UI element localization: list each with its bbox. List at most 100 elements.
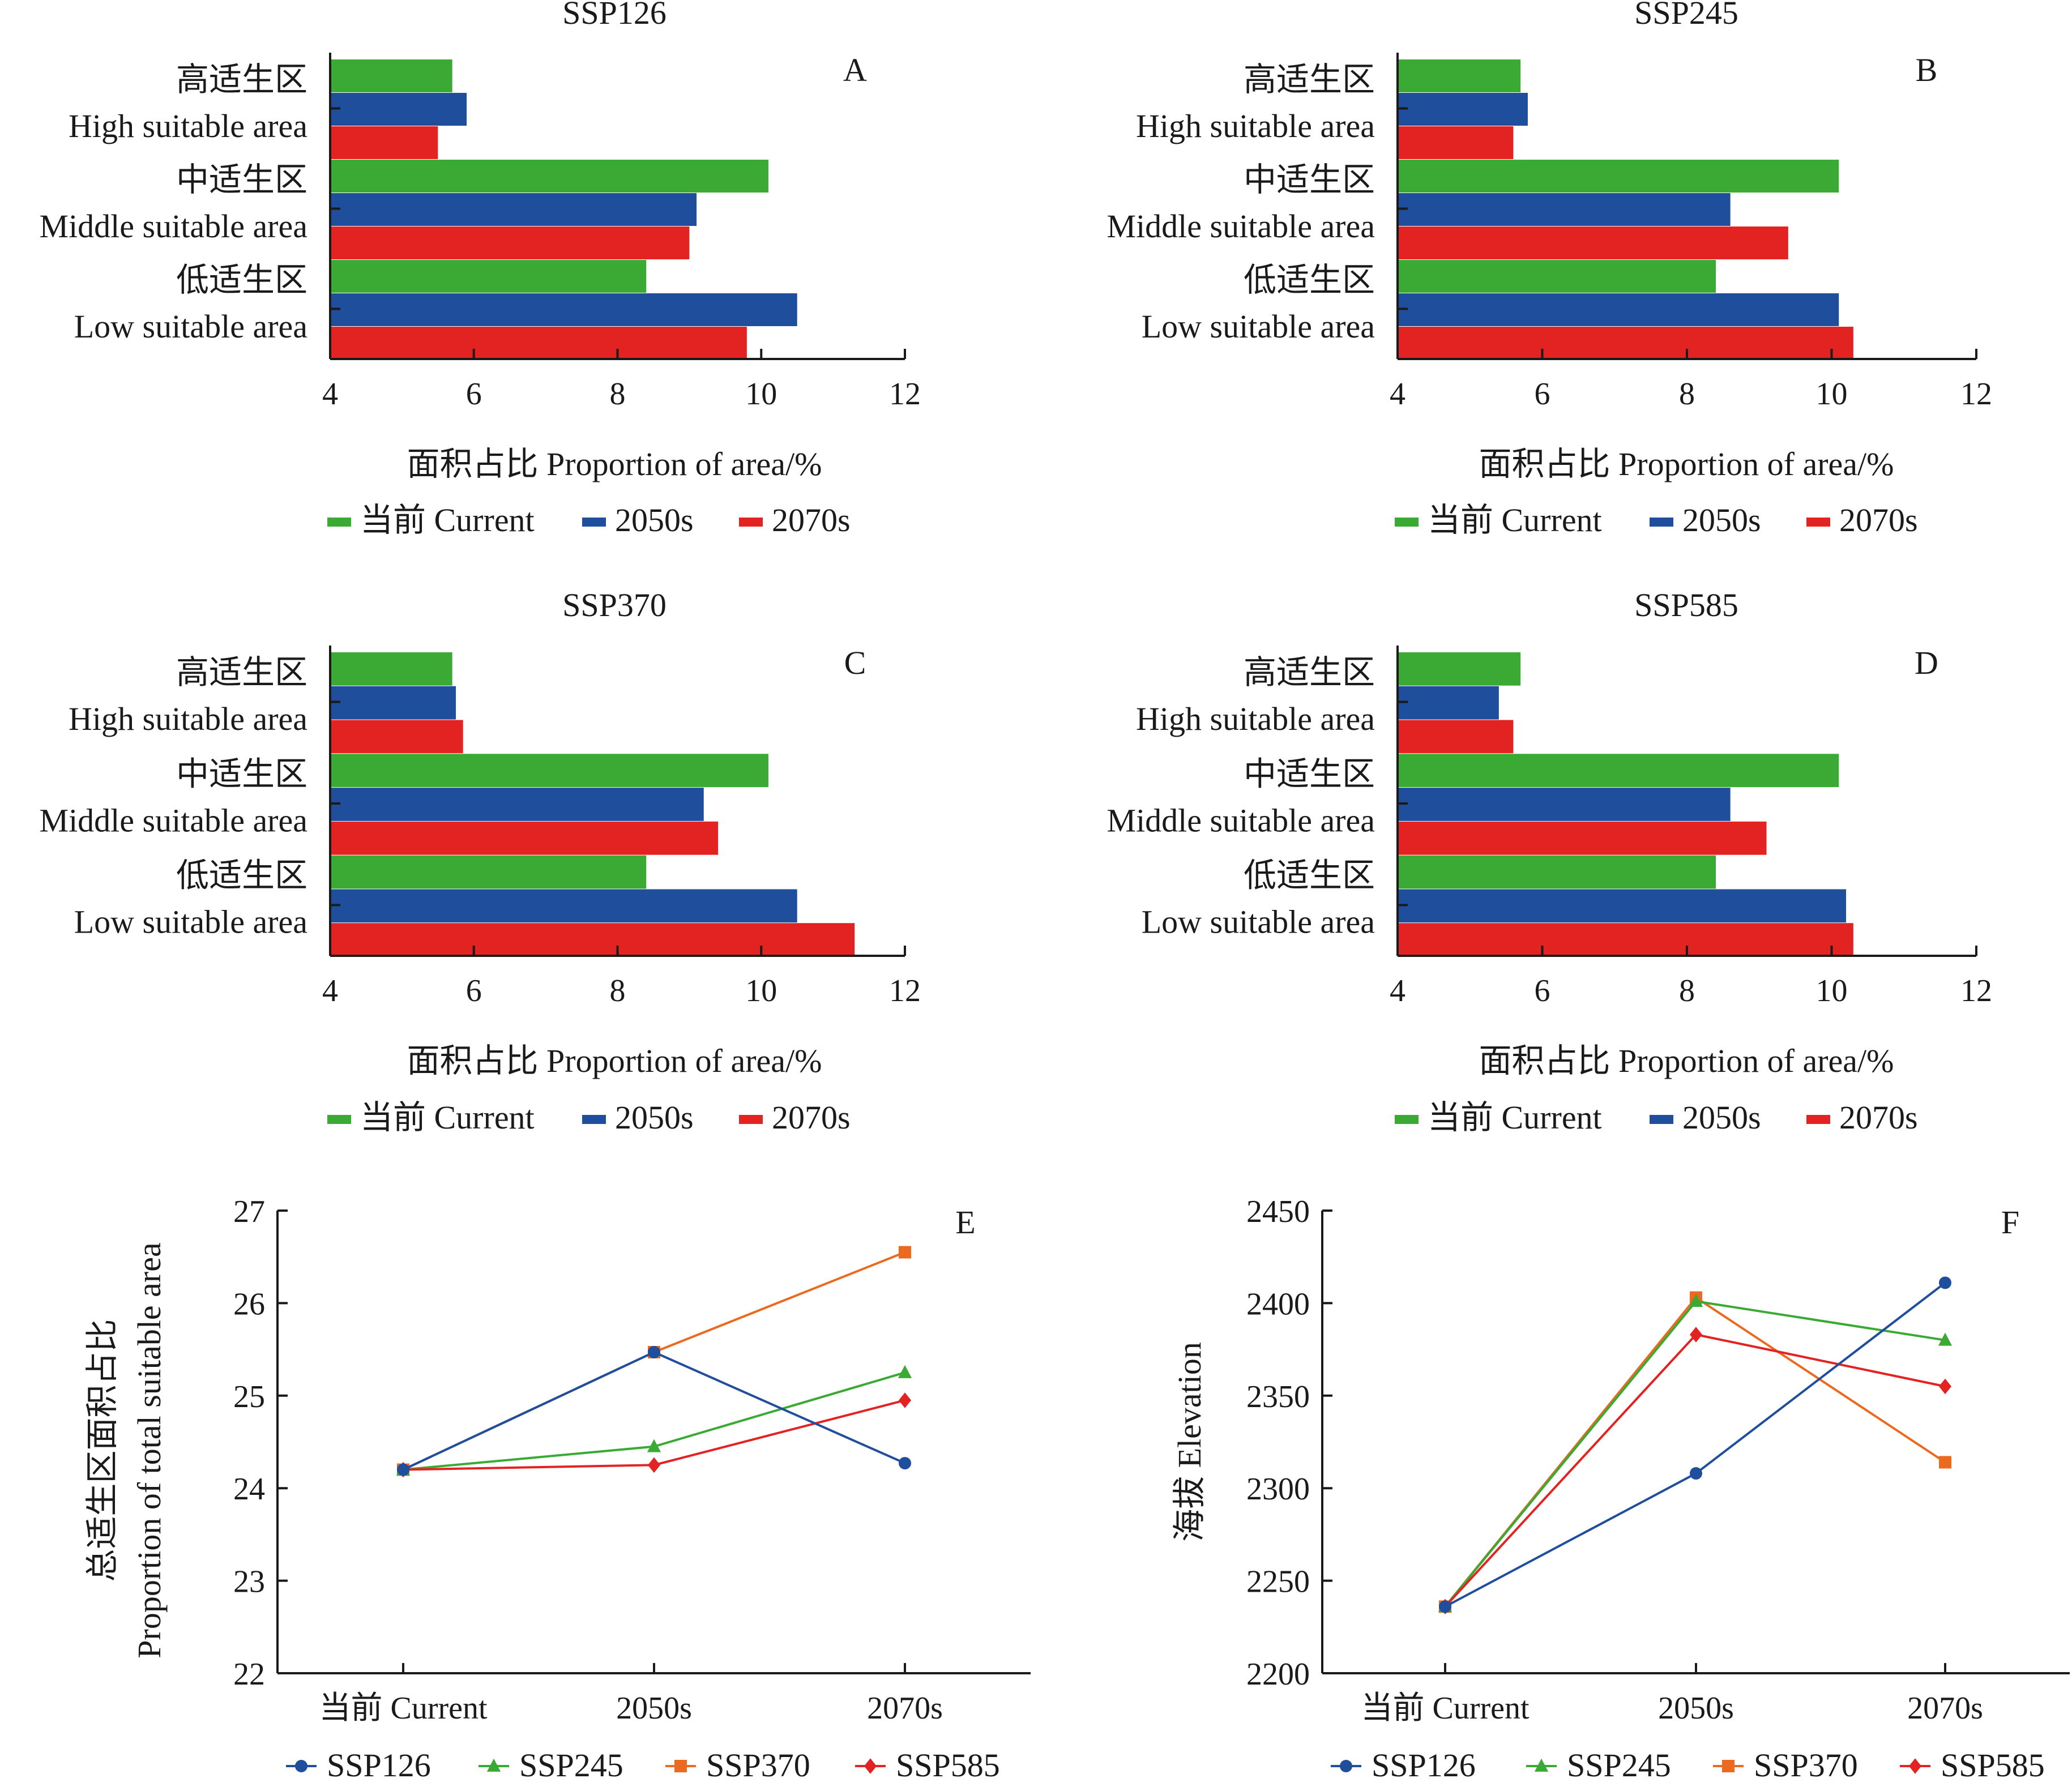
x-tick-label: 10 bbox=[745, 377, 777, 412]
category-label-en: Low suitable area bbox=[74, 308, 307, 345]
bar-d-0-0 bbox=[1398, 652, 1521, 686]
y-tick-label: 2350 bbox=[1246, 1379, 1310, 1414]
x-tick-label: 12 bbox=[889, 377, 921, 412]
x-tick-label: 4 bbox=[322, 973, 338, 1008]
legend-label: SSP585 bbox=[896, 1747, 1000, 1784]
bar-d-1-2 bbox=[1398, 821, 1767, 855]
bar-a-2-0 bbox=[330, 260, 647, 293]
point-ssp126-2 bbox=[899, 1457, 911, 1470]
category-label-en: Low suitable area bbox=[1142, 308, 1375, 345]
point-ssp126-2 bbox=[1939, 1276, 1951, 1289]
legend-swatch bbox=[1395, 518, 1419, 527]
bar-a-0-2 bbox=[330, 126, 438, 159]
category-label-cn: 低适生区 bbox=[1244, 857, 1375, 894]
legend-label: 2070s bbox=[772, 1099, 851, 1136]
legend-label: SSP585 bbox=[1941, 1747, 2045, 1784]
x-tick-label: 6 bbox=[466, 973, 482, 1008]
x-tick-label: 6 bbox=[466, 377, 482, 412]
panel-title: SSP245 bbox=[1634, 0, 1738, 31]
bar-c-2-1 bbox=[330, 889, 797, 923]
bar-c-1-0 bbox=[330, 754, 768, 788]
legend-marker bbox=[486, 1758, 501, 1772]
panel-d: SSP585 D 高适生区 High suitable area 中适生区 Middle … bbox=[1107, 587, 1993, 1136]
panel-c: SSP370 C 高适生区 High suitable area 中适生区 Middle … bbox=[40, 587, 921, 1136]
legend-marker bbox=[295, 1760, 307, 1772]
x-tick-label: 10 bbox=[1816, 377, 1848, 412]
legend-label: 当前 Current bbox=[360, 1099, 535, 1136]
x-tick-label: 8 bbox=[1679, 377, 1695, 412]
category-label-cn: 高适生区 bbox=[1244, 654, 1375, 691]
point-ssp245-1 bbox=[1689, 1293, 1703, 1307]
category-label-cn: 低适生区 bbox=[176, 262, 307, 298]
x-tick-label: 10 bbox=[1816, 973, 1848, 1008]
x-axis-label: 面积占比 Proportion of area/% bbox=[407, 1042, 822, 1079]
legend-label: SSP370 bbox=[1754, 1747, 1858, 1784]
bar-b-1-1 bbox=[1398, 193, 1731, 226]
panel-a: SSP126 A 高适生区 High suitable area 中适生区 Middle … bbox=[40, 0, 921, 538]
category-label-en: High suitable area bbox=[1136, 700, 1375, 737]
panel-title: SSP370 bbox=[562, 587, 667, 623]
y-tick-label: 2250 bbox=[1246, 1565, 1310, 1600]
legend-swatch bbox=[1806, 518, 1830, 527]
legend-marker bbox=[674, 1760, 687, 1772]
panel-title: SSP585 bbox=[1634, 587, 1738, 623]
point-ssp245-2 bbox=[898, 1365, 912, 1378]
x-tick-label: 8 bbox=[610, 973, 626, 1008]
bar-a-2-1 bbox=[330, 293, 797, 326]
bar-d-0-1 bbox=[1398, 686, 1499, 720]
x-tick-label: 4 bbox=[1390, 377, 1405, 412]
series-line-ssp245 bbox=[1444, 1300, 1946, 1608]
bar-c-1-2 bbox=[330, 821, 719, 855]
point-ssp126-0 bbox=[397, 1463, 409, 1476]
legend-marker bbox=[1722, 1760, 1735, 1772]
bar-b-1-2 bbox=[1398, 226, 1788, 259]
legend-marker bbox=[1909, 1758, 1921, 1774]
bar-a-2-2 bbox=[330, 327, 747, 360]
bar-c-1-1 bbox=[330, 788, 704, 821]
bar-c-0-2 bbox=[330, 720, 463, 754]
legend-swatch bbox=[1395, 1115, 1419, 1124]
series-line-ssp370 bbox=[403, 1251, 905, 1471]
panel-b: SSP245 B 高适生区 High suitable area 中适生区 Middle … bbox=[1107, 0, 1993, 538]
legend-label: 2050s bbox=[615, 1099, 694, 1136]
y-tick-label: 2450 bbox=[1246, 1194, 1310, 1229]
point-ssp245-1 bbox=[647, 1439, 661, 1452]
panel-letter: C bbox=[844, 644, 866, 681]
point-ssp585-2 bbox=[1939, 1378, 1951, 1395]
bar-b-0-2 bbox=[1398, 126, 1514, 159]
x-tick-label: 6 bbox=[1535, 377, 1550, 412]
bar-a-1-1 bbox=[330, 193, 697, 226]
category-label-cn: 高适生区 bbox=[176, 654, 307, 691]
point-ssp126-1 bbox=[1690, 1467, 1702, 1480]
bar-b-0-0 bbox=[1398, 59, 1521, 92]
legend-label: 2050s bbox=[1682, 502, 1761, 538]
y-tick-label: 2200 bbox=[1246, 1657, 1310, 1692]
bar-b-2-0 bbox=[1398, 260, 1716, 293]
panel-letter: E bbox=[955, 1204, 975, 1241]
category-label-cn: 高适生区 bbox=[176, 61, 307, 98]
category-label-cn: 低适生区 bbox=[1244, 262, 1375, 298]
category-label-en: Middle suitable area bbox=[40, 802, 308, 839]
x-tick-label: 12 bbox=[889, 973, 921, 1008]
bar-d-0-2 bbox=[1398, 720, 1514, 754]
legend-swatch bbox=[327, 1115, 351, 1124]
category-label-en: High suitable area bbox=[69, 700, 307, 737]
point-ssp245-2 bbox=[1938, 1332, 1953, 1346]
y-axis-label-en: Proportion of total suitable area bbox=[131, 1242, 168, 1658]
legend-label: 当前 Current bbox=[1428, 502, 1602, 538]
legend-label: 2050s bbox=[1682, 1099, 1761, 1136]
x-tick-label: 2050s bbox=[616, 1691, 692, 1726]
bar-c-2-2 bbox=[330, 923, 855, 956]
legend-swatch bbox=[1806, 1115, 1830, 1124]
bar-d-1-0 bbox=[1398, 754, 1839, 788]
legend-label: 当前 Current bbox=[1428, 1099, 1602, 1136]
legend-label: SSP126 bbox=[327, 1747, 431, 1784]
category-label-cn: 低适生区 bbox=[176, 857, 307, 894]
category-label-cn: 中适生区 bbox=[176, 161, 307, 198]
x-axis-label: 面积占比 Proportion of area/% bbox=[407, 446, 822, 482]
x-tick-label: 10 bbox=[745, 973, 777, 1008]
legend-marker bbox=[1534, 1758, 1549, 1772]
legend-label: 2070s bbox=[1839, 1099, 1918, 1136]
bar-b-2-1 bbox=[1398, 293, 1839, 326]
